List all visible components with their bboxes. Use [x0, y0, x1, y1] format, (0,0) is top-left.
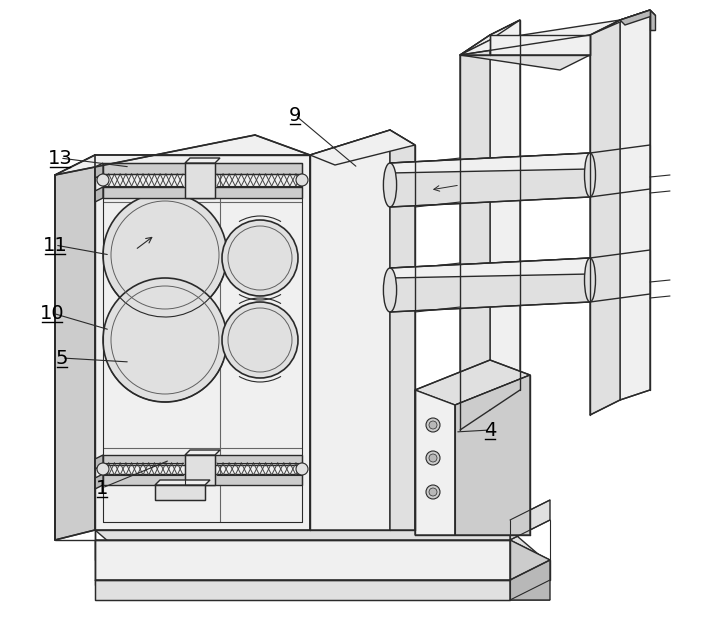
- Polygon shape: [490, 35, 590, 55]
- Polygon shape: [95, 163, 103, 178]
- Ellipse shape: [585, 258, 595, 302]
- Polygon shape: [95, 155, 310, 530]
- Polygon shape: [310, 130, 390, 530]
- Polygon shape: [460, 20, 520, 55]
- Text: 5: 5: [55, 348, 68, 368]
- Polygon shape: [415, 390, 455, 535]
- Polygon shape: [185, 455, 215, 485]
- Polygon shape: [490, 20, 520, 410]
- Polygon shape: [390, 153, 590, 207]
- Polygon shape: [95, 474, 103, 489]
- Polygon shape: [620, 10, 655, 25]
- Polygon shape: [185, 163, 215, 198]
- Polygon shape: [55, 135, 310, 175]
- Text: 11: 11: [43, 236, 67, 255]
- Polygon shape: [185, 450, 220, 455]
- Text: 1: 1: [95, 478, 108, 497]
- Polygon shape: [620, 10, 650, 400]
- Polygon shape: [155, 480, 210, 485]
- Text: 13: 13: [48, 148, 72, 168]
- Ellipse shape: [429, 421, 437, 429]
- Polygon shape: [103, 455, 302, 465]
- Polygon shape: [95, 580, 510, 600]
- Ellipse shape: [383, 163, 397, 207]
- Ellipse shape: [585, 153, 595, 197]
- Polygon shape: [155, 485, 205, 500]
- Polygon shape: [95, 530, 545, 560]
- Polygon shape: [310, 130, 415, 165]
- Polygon shape: [460, 35, 490, 430]
- Polygon shape: [390, 258, 590, 278]
- Polygon shape: [95, 540, 510, 580]
- Polygon shape: [460, 55, 590, 70]
- Polygon shape: [95, 187, 103, 202]
- Polygon shape: [590, 10, 650, 35]
- Polygon shape: [103, 474, 302, 485]
- Polygon shape: [95, 530, 510, 585]
- Ellipse shape: [222, 302, 298, 378]
- Ellipse shape: [429, 488, 437, 496]
- Text: 9: 9: [289, 106, 301, 124]
- Ellipse shape: [222, 220, 298, 296]
- Polygon shape: [390, 258, 590, 312]
- Ellipse shape: [103, 193, 227, 317]
- Polygon shape: [590, 20, 620, 415]
- Ellipse shape: [296, 463, 308, 475]
- Polygon shape: [415, 360, 530, 405]
- Polygon shape: [95, 540, 550, 560]
- Ellipse shape: [383, 268, 397, 312]
- Polygon shape: [95, 455, 103, 469]
- Polygon shape: [95, 580, 550, 600]
- Ellipse shape: [97, 174, 109, 186]
- Polygon shape: [510, 500, 550, 540]
- Ellipse shape: [296, 174, 308, 186]
- Polygon shape: [460, 20, 620, 55]
- Polygon shape: [510, 540, 550, 580]
- Ellipse shape: [97, 463, 109, 475]
- Polygon shape: [390, 130, 415, 530]
- Polygon shape: [455, 375, 530, 535]
- Polygon shape: [390, 153, 590, 173]
- Ellipse shape: [429, 454, 437, 462]
- Polygon shape: [185, 158, 220, 163]
- Text: 4: 4: [484, 420, 496, 440]
- Ellipse shape: [426, 451, 440, 465]
- Polygon shape: [510, 560, 550, 600]
- Polygon shape: [103, 187, 302, 198]
- Ellipse shape: [426, 485, 440, 499]
- Polygon shape: [55, 155, 95, 540]
- Ellipse shape: [426, 418, 440, 432]
- Text: 10: 10: [40, 303, 65, 322]
- Polygon shape: [103, 163, 302, 174]
- Ellipse shape: [103, 278, 227, 402]
- Polygon shape: [650, 10, 655, 30]
